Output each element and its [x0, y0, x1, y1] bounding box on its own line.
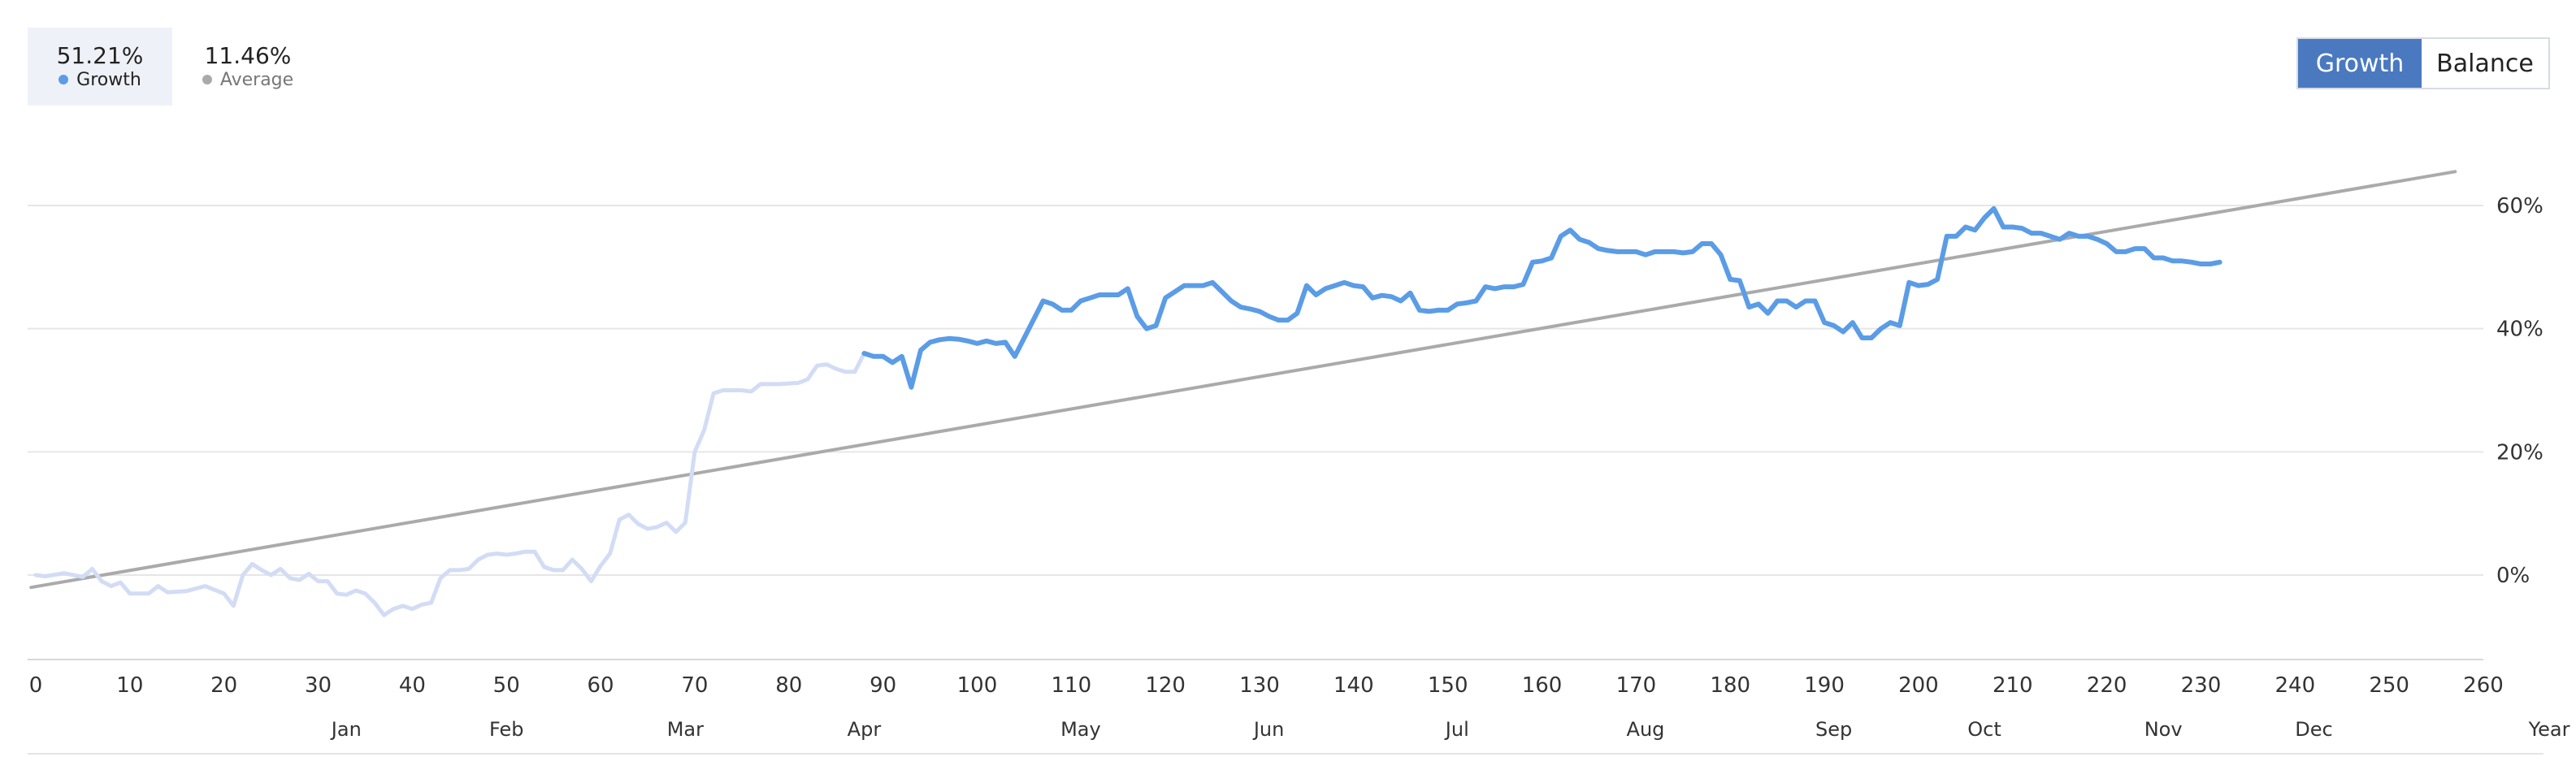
x-tick-label: 150: [1428, 673, 1468, 698]
x-tick-label: 260: [2463, 673, 2504, 698]
average-line: [29, 170, 2457, 590]
x-tick-label: 200: [1898, 673, 1939, 698]
y-tick-label: 40%: [2496, 318, 2543, 342]
y-tick-label: 20%: [2496, 440, 2543, 465]
tick-labels: 0% 20% 40% 60% 0 10 20 30 40 50 60 70 80 90 100 110 120 1…: [29, 194, 2570, 741]
growth-line-faded: [33, 351, 866, 617]
x-axis: [28, 659, 2543, 755]
x-tick-label: 140: [1334, 673, 1374, 698]
x-tick-label: 60: [588, 673, 614, 698]
month-label: Dec: [2295, 718, 2332, 741]
average-dot-icon: [202, 75, 212, 84]
x-tick-label: 100: [957, 673, 998, 698]
view-toggle: Growth Balance: [2296, 37, 2550, 89]
growth-dot-icon: [59, 75, 69, 84]
average-value: 11.46%: [204, 42, 292, 69]
growth-legend-label: Growth: [28, 70, 172, 90]
month-label: Jul: [1444, 718, 1469, 741]
x-tick-label: 130: [1239, 673, 1280, 698]
x-tick-label: 240: [2275, 673, 2315, 698]
x-tick-label: 0: [29, 673, 43, 698]
x-tick-label: 250: [2369, 673, 2409, 698]
growth-line: [861, 205, 2223, 390]
legend-growth[interactable]: 51.21% Growth: [28, 28, 172, 106]
month-label: Oct: [1967, 718, 2001, 741]
x-tick-label: 120: [1145, 673, 1186, 698]
x-tick-label: 30: [305, 673, 332, 698]
x-tick-label: 90: [870, 673, 896, 698]
x-tick-label: 210: [1993, 673, 2033, 698]
grid-lines: [28, 205, 2483, 576]
month-label: Nov: [2144, 718, 2183, 741]
legend-average[interactable]: 11.46% Average: [187, 28, 309, 106]
month-label: May: [1060, 718, 1101, 741]
x-tick-label: 170: [1616, 673, 1657, 698]
x-tick-label: 50: [493, 673, 520, 698]
x-tick-label: 20: [210, 673, 237, 698]
balance-toggle-button[interactable]: Balance: [2422, 39, 2548, 88]
x-tick-label: 190: [1804, 673, 1845, 698]
x-tick-label: 80: [775, 673, 802, 698]
month-label: Mar: [667, 718, 704, 741]
month-label: Apr: [848, 718, 882, 741]
x-tick-label: 70: [681, 673, 708, 698]
y-tick-label: 0%: [2496, 564, 2530, 588]
chart-series: [29, 170, 2457, 617]
month-label: Feb: [489, 718, 524, 741]
y-tick-label: 60%: [2496, 194, 2543, 218]
month-label: Jun: [1252, 718, 1285, 741]
growth-label: Growth: [76, 70, 141, 90]
average-legend-label: Average: [187, 70, 309, 90]
average-label: Average: [219, 70, 294, 90]
x-tick-label: 110: [1051, 673, 1091, 698]
x-tick-label: 10: [116, 673, 143, 698]
growth-toggle-button[interactable]: Growth: [2298, 39, 2422, 88]
x-tick-label: 180: [1710, 673, 1750, 698]
growth-value: 51.21%: [56, 42, 144, 69]
month-label: Year: [2528, 718, 2570, 741]
month-label: Sep: [1815, 718, 1852, 741]
month-label: Jan: [330, 718, 362, 741]
x-tick-label: 230: [2181, 673, 2222, 698]
month-label: Aug: [1627, 718, 1665, 741]
x-tick-label: 160: [1522, 673, 1563, 698]
x-tick-label: 220: [2087, 673, 2127, 698]
x-tick-label: 40: [399, 673, 426, 698]
